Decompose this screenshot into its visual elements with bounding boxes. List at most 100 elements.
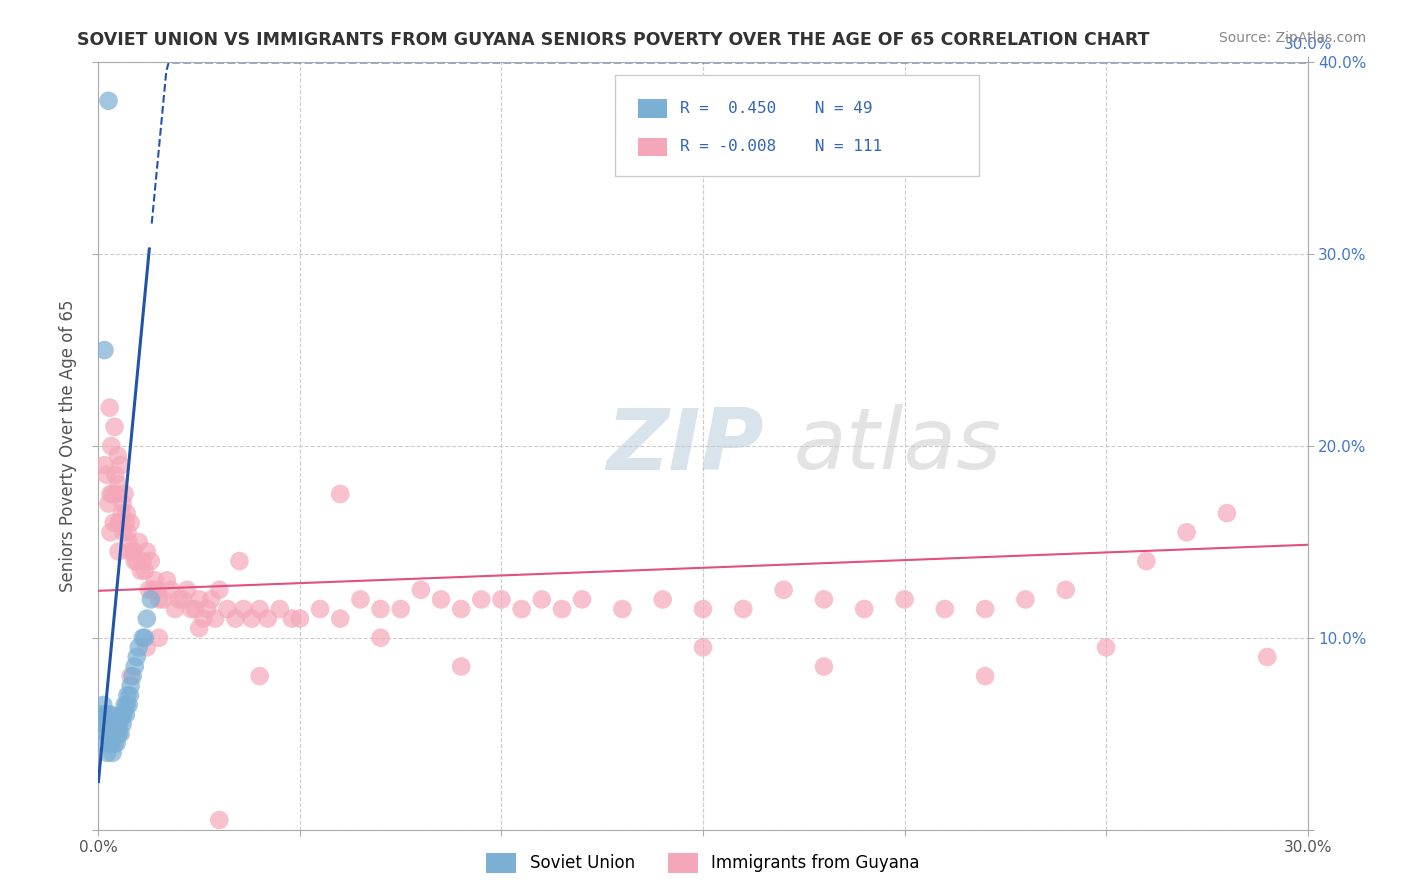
Point <box>94 717 117 731</box>
Point <box>132 631 155 645</box>
Point <box>100 726 122 740</box>
Point <box>98 401 121 415</box>
Point <box>125 554 148 568</box>
Point <box>129 564 152 578</box>
Point <box>148 592 170 607</box>
Point <box>97 94 120 108</box>
Point <box>193 612 215 626</box>
Point <box>510 602 533 616</box>
Point <box>208 582 231 597</box>
Point <box>90 707 112 722</box>
Point <box>132 554 155 568</box>
Point <box>93 458 115 473</box>
Point <box>112 525 135 540</box>
Point <box>1216 506 1239 520</box>
Point <box>107 449 129 463</box>
Point <box>118 535 141 549</box>
Point <box>107 726 129 740</box>
Point <box>100 487 122 501</box>
Point <box>96 746 118 760</box>
Point <box>112 707 135 722</box>
Point <box>121 544 143 558</box>
Point <box>208 813 231 827</box>
Point <box>96 717 118 731</box>
Point <box>108 717 131 731</box>
Point <box>180 602 202 616</box>
Point <box>139 592 162 607</box>
Point <box>974 602 997 616</box>
Point <box>91 698 114 712</box>
Point <box>120 669 142 683</box>
Point <box>111 707 134 722</box>
Point <box>110 458 132 473</box>
Point <box>91 717 114 731</box>
Point <box>114 707 136 722</box>
Point <box>232 602 254 616</box>
Point <box>111 506 134 520</box>
Point <box>853 602 876 616</box>
Point <box>100 525 122 540</box>
Point <box>104 467 127 482</box>
Point <box>122 544 145 558</box>
Text: R =  0.450    N = 49: R = 0.450 N = 49 <box>681 101 873 116</box>
Point <box>893 592 915 607</box>
Point <box>1256 649 1278 664</box>
Point <box>98 736 121 750</box>
Point <box>188 621 211 635</box>
Point <box>281 612 304 626</box>
Point <box>269 602 291 616</box>
Point <box>117 689 139 703</box>
Point <box>491 592 513 607</box>
Point <box>139 554 162 568</box>
Point <box>100 707 122 722</box>
Point <box>651 592 673 607</box>
Point <box>120 679 142 693</box>
Point <box>107 544 129 558</box>
Point <box>692 602 714 616</box>
Point <box>105 726 128 740</box>
Point <box>103 717 125 731</box>
FancyBboxPatch shape <box>638 137 666 156</box>
Point <box>135 640 157 655</box>
Point <box>571 592 593 607</box>
Point <box>167 592 190 607</box>
Point <box>124 659 146 673</box>
Point <box>120 516 142 530</box>
Point <box>692 640 714 655</box>
Point <box>200 592 222 607</box>
Text: R = -0.008    N = 111: R = -0.008 N = 111 <box>681 139 882 154</box>
Point <box>188 592 211 607</box>
Point <box>228 554 250 568</box>
Point <box>370 631 392 645</box>
Point <box>249 602 271 616</box>
Point <box>551 602 574 616</box>
Y-axis label: Seniors Poverty Over the Age of 65: Seniors Poverty Over the Age of 65 <box>59 300 77 592</box>
Point <box>1014 592 1036 607</box>
Point <box>128 535 150 549</box>
Point <box>409 582 432 597</box>
Point <box>288 612 311 626</box>
Point <box>195 602 218 616</box>
Point <box>1095 640 1118 655</box>
Point <box>104 717 127 731</box>
Point <box>108 516 131 530</box>
Point <box>111 496 134 510</box>
Point <box>224 612 246 626</box>
Point <box>309 602 332 616</box>
Point <box>184 602 207 616</box>
Point <box>103 516 125 530</box>
Point <box>172 592 194 607</box>
Point <box>118 698 141 712</box>
Point <box>163 602 186 616</box>
Point <box>256 612 278 626</box>
Point <box>118 544 141 558</box>
Point <box>103 736 125 750</box>
Point <box>146 582 169 597</box>
Point <box>110 726 132 740</box>
Point <box>128 640 150 655</box>
Point <box>733 602 755 616</box>
Point <box>125 649 148 664</box>
Point <box>349 592 371 607</box>
Point <box>121 669 143 683</box>
Point <box>117 525 139 540</box>
